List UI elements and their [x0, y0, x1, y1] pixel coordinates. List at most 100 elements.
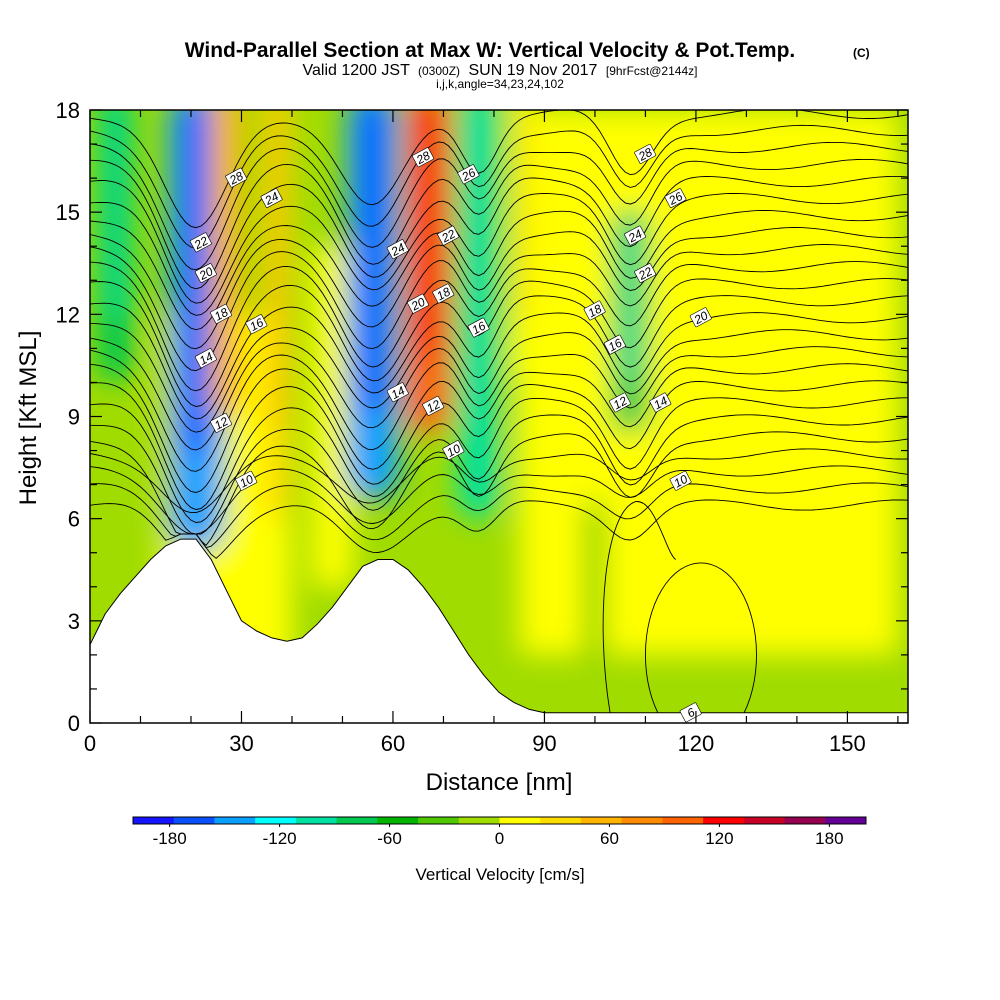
contour-label: 24	[624, 225, 647, 246]
theta-contour-line	[90, 329, 908, 451]
contour-label: 14	[649, 392, 672, 413]
contour-label-text: 26	[666, 189, 686, 208]
y-tick-label: 9	[68, 405, 80, 430]
theta-contour-line	[90, 482, 908, 549]
contour-label: 22	[189, 232, 212, 253]
colorbar: -180 -120 -60 0 60 120 180	[132, 816, 867, 848]
contour-label-text: 18	[434, 284, 453, 303]
theta-contour-line	[602, 501, 677, 713]
contour-label: 22	[437, 225, 460, 246]
contour-label: 12	[609, 392, 631, 413]
contour-label-text: 18	[212, 305, 231, 324]
colorbar-tick-label: -180	[153, 829, 187, 848]
theta-contour-line	[90, 124, 908, 249]
colorbar-swatch	[580, 817, 623, 824]
contour-label-text: 26	[459, 165, 479, 184]
theta-contour-line	[90, 227, 908, 350]
contour-label: 16	[467, 317, 490, 338]
y-tick-label: 15	[56, 200, 80, 225]
velocity-core	[621, 219, 639, 383]
grid-indices: i,j,k,angle=34,23,24,102	[436, 77, 564, 91]
colorbar-swatch	[458, 817, 500, 824]
theta-contour-line	[90, 110, 908, 229]
contour-label: 24	[386, 239, 409, 259]
contour-label-text: 14	[197, 349, 216, 368]
contour-labels: 28 24 22 20 18 16 14 12 10 28 26 24 22 20 18 16 14 12 10 28…	[189, 143, 712, 723]
contour-label: 24	[260, 188, 283, 208]
contour-label-text: 16	[606, 336, 625, 355]
theta-contour-line	[90, 295, 908, 420]
copyright-mark: (C)	[853, 46, 870, 60]
contour-label-text: 24	[388, 240, 408, 259]
chart-title: Wind-Parallel Section at Max W: Vertical…	[185, 39, 796, 62]
contour-label: 20	[194, 263, 217, 283]
y-tick-label: 6	[68, 507, 80, 532]
colorbar-swatch	[703, 817, 745, 824]
plot-area: 28 24 22 20 18 16 14 12 10 28 26 24 22 20 18 16 14 12 10 28…	[90, 110, 908, 723]
theta-contour-line	[90, 158, 908, 290]
contour-label: 12	[210, 412, 233, 433]
colorbar-swatch	[255, 817, 297, 824]
contour-label-text: 24	[262, 189, 282, 208]
theta-contour-line	[90, 397, 908, 523]
contour-label-text: 16	[247, 315, 266, 334]
contour-label: 16	[245, 314, 268, 335]
colorbar-swatch	[825, 817, 867, 824]
colorbar-tick-label: 0	[495, 829, 504, 848]
contour-label: 10	[235, 470, 258, 491]
y-axis-label: Height [Kft MSL]	[15, 331, 42, 506]
contour-label-text: 28	[413, 148, 433, 167]
colorbar-swatch	[621, 817, 663, 824]
contour-label-text: 22	[191, 233, 211, 252]
theta-contour-line	[90, 210, 908, 331]
contour-label-text: 12	[611, 393, 630, 412]
theta-contour-line	[90, 261, 908, 392]
contour-label-text: 12	[424, 397, 443, 416]
contour-label: 28	[412, 147, 435, 167]
colorbar-swatch	[295, 817, 338, 824]
theta-contour-line	[90, 363, 908, 493]
x-tick-label: 120	[678, 731, 715, 756]
colorbar-swatch	[133, 817, 175, 824]
colorbar-tick-label: 60	[600, 829, 619, 848]
contour-label-text: 12	[212, 414, 231, 433]
contour-label: 22	[634, 263, 657, 283]
title-block: Wind-Parallel Section at Max W: Vertical…	[185, 39, 870, 91]
velocity-core	[418, 110, 438, 359]
contour-label-text: 16	[470, 319, 489, 338]
valid-prefix: Valid 1200 JST	[303, 62, 411, 79]
theta-contour-line	[90, 414, 908, 535]
theta-contour-line	[90, 499, 908, 559]
velocity-core	[183, 110, 209, 455]
contour-label: 20	[407, 293, 429, 314]
contour-label: 14	[386, 382, 409, 403]
contour-label: 26	[664, 188, 687, 208]
contour-label: 28	[634, 143, 657, 164]
colorbar-tick-label: -60	[377, 829, 402, 848]
y-axis: 0 3 6 9 12 15 18	[56, 98, 908, 736]
theta-contour-line	[90, 380, 908, 510]
contour-label: 14	[194, 348, 217, 369]
contour-label-text: 10	[444, 441, 463, 460]
contour-label: 20	[689, 307, 712, 327]
theta-contour-line	[90, 312, 908, 433]
contour-label-text: 28	[226, 169, 246, 188]
colorbar-swatch	[784, 817, 826, 824]
x-axis-label: Distance [nm]	[426, 769, 573, 796]
theta-contour-line	[90, 244, 908, 372]
colorbar-label: Vertical Velocity [cm/s]	[415, 865, 584, 884]
velocity-core	[590, 508, 600, 664]
y-tick-label: 12	[56, 302, 80, 327]
contour-label: 6	[679, 702, 702, 723]
theta-contour-line	[90, 278, 908, 407]
colorbar-swatch	[377, 817, 419, 824]
theta-contour-closed	[644, 562, 757, 723]
y-tick-label: 0	[68, 711, 80, 736]
colorbar-swatch	[173, 817, 215, 824]
colorbar-swatch	[499, 817, 541, 824]
contour-label: 18	[432, 283, 455, 304]
contour-label-text: 20	[408, 295, 428, 314]
x-tick-label: 30	[229, 731, 253, 756]
x-axis: 0 30 60 90 120 150	[84, 110, 899, 756]
colorbar-swatch	[743, 817, 786, 824]
